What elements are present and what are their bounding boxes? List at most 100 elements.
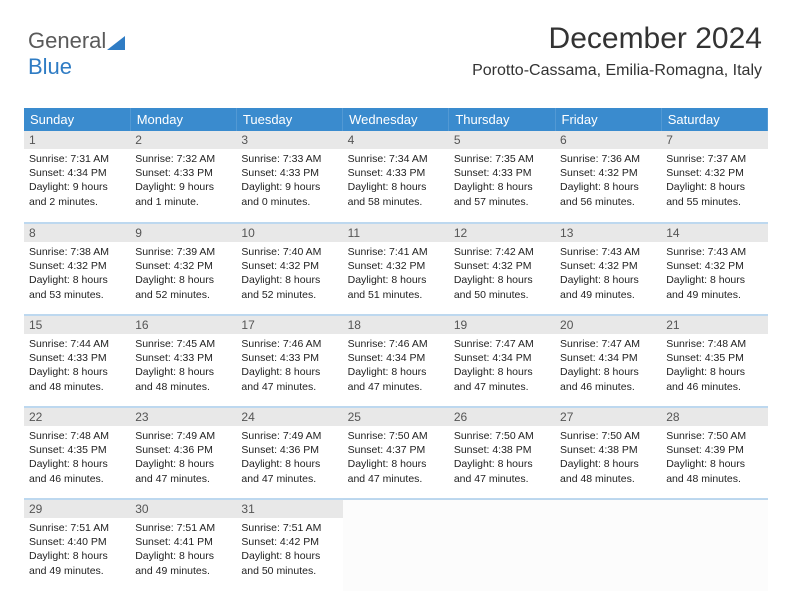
logo-word1: General [28, 28, 106, 53]
calendar-cell: 6Sunrise: 7:36 AMSunset: 4:32 PMDaylight… [555, 131, 661, 223]
weekday-header: Wednesday [343, 108, 449, 131]
calendar-cell: 29Sunrise: 7:51 AMSunset: 4:40 PMDayligh… [24, 499, 130, 591]
day-details: Sunrise: 7:34 AMSunset: 4:33 PMDaylight:… [343, 149, 449, 214]
calendar-cell: 1Sunrise: 7:31 AMSunset: 4:34 PMDaylight… [24, 131, 130, 223]
calendar-cell: 2Sunrise: 7:32 AMSunset: 4:33 PMDaylight… [130, 131, 236, 223]
day-number: 25 [343, 408, 449, 426]
day-details: Sunrise: 7:50 AMSunset: 4:38 PMDaylight:… [555, 426, 661, 491]
day-number: 28 [661, 408, 767, 426]
calendar-cell: .. [343, 499, 449, 591]
day-details: Sunrise: 7:49 AMSunset: 4:36 PMDaylight:… [130, 426, 236, 491]
calendar-cell: 3Sunrise: 7:33 AMSunset: 4:33 PMDaylight… [236, 131, 342, 223]
day-number: 17 [236, 316, 342, 334]
calendar-cell: 26Sunrise: 7:50 AMSunset: 4:38 PMDayligh… [449, 407, 555, 499]
day-details: Sunrise: 7:40 AMSunset: 4:32 PMDaylight:… [236, 242, 342, 307]
day-details: Sunrise: 7:46 AMSunset: 4:34 PMDaylight:… [343, 334, 449, 399]
calendar-cell: 27Sunrise: 7:50 AMSunset: 4:38 PMDayligh… [555, 407, 661, 499]
calendar-cell: 30Sunrise: 7:51 AMSunset: 4:41 PMDayligh… [130, 499, 236, 591]
day-number: 14 [661, 224, 767, 242]
calendar-cell: 8Sunrise: 7:38 AMSunset: 4:32 PMDaylight… [24, 223, 130, 315]
day-number: 2 [130, 131, 236, 149]
day-number: 10 [236, 224, 342, 242]
day-number: 15 [24, 316, 130, 334]
weekday-header: Sunday [24, 108, 130, 131]
day-details: Sunrise: 7:45 AMSunset: 4:33 PMDaylight:… [130, 334, 236, 399]
day-number: 13 [555, 224, 661, 242]
day-details: Sunrise: 7:37 AMSunset: 4:32 PMDaylight:… [661, 149, 767, 214]
day-number: 8 [24, 224, 130, 242]
day-number: 21 [661, 316, 767, 334]
calendar-cell: 28Sunrise: 7:50 AMSunset: 4:39 PMDayligh… [661, 407, 767, 499]
calendar-cell: 24Sunrise: 7:49 AMSunset: 4:36 PMDayligh… [236, 407, 342, 499]
calendar-row: 1Sunrise: 7:31 AMSunset: 4:34 PMDaylight… [24, 131, 768, 223]
calendar-table: SundayMondayTuesdayWednesdayThursdayFrid… [24, 108, 768, 591]
day-number: 18 [343, 316, 449, 334]
weekday-header: Tuesday [236, 108, 342, 131]
calendar-cell: 18Sunrise: 7:46 AMSunset: 4:34 PMDayligh… [343, 315, 449, 407]
calendar-cell: .. [661, 499, 767, 591]
logo-word2: Blue [28, 54, 72, 79]
day-number: 26 [449, 408, 555, 426]
calendar-row: 22Sunrise: 7:48 AMSunset: 4:35 PMDayligh… [24, 407, 768, 499]
day-number: 1 [24, 131, 130, 149]
day-number: 12 [449, 224, 555, 242]
day-number: 16 [130, 316, 236, 334]
calendar-cell: 4Sunrise: 7:34 AMSunset: 4:33 PMDaylight… [343, 131, 449, 223]
day-details: Sunrise: 7:48 AMSunset: 4:35 PMDaylight:… [661, 334, 767, 399]
day-number: 3 [236, 131, 342, 149]
day-details: Sunrise: 7:43 AMSunset: 4:32 PMDaylight:… [661, 242, 767, 307]
day-details: Sunrise: 7:50 AMSunset: 4:39 PMDaylight:… [661, 426, 767, 491]
header: December 2024 Porotto-Cassama, Emilia-Ro… [472, 22, 762, 80]
day-number: 24 [236, 408, 342, 426]
day-details: Sunrise: 7:44 AMSunset: 4:33 PMDaylight:… [24, 334, 130, 399]
day-details: Sunrise: 7:43 AMSunset: 4:32 PMDaylight:… [555, 242, 661, 307]
day-details: Sunrise: 7:48 AMSunset: 4:35 PMDaylight:… [24, 426, 130, 491]
day-details: Sunrise: 7:47 AMSunset: 4:34 PMDaylight:… [449, 334, 555, 399]
calendar-body: 1Sunrise: 7:31 AMSunset: 4:34 PMDaylight… [24, 131, 768, 591]
day-details: Sunrise: 7:39 AMSunset: 4:32 PMDaylight:… [130, 242, 236, 307]
day-details: Sunrise: 7:50 AMSunset: 4:37 PMDaylight:… [343, 426, 449, 491]
day-number: 7 [661, 131, 767, 149]
day-number: 4 [343, 131, 449, 149]
day-details: Sunrise: 7:33 AMSunset: 4:33 PMDaylight:… [236, 149, 342, 214]
weekday-header-row: SundayMondayTuesdayWednesdayThursdayFrid… [24, 108, 768, 131]
day-number: 11 [343, 224, 449, 242]
day-number: 5 [449, 131, 555, 149]
day-number: 27 [555, 408, 661, 426]
calendar-cell: 13Sunrise: 7:43 AMSunset: 4:32 PMDayligh… [555, 223, 661, 315]
calendar-cell: 31Sunrise: 7:51 AMSunset: 4:42 PMDayligh… [236, 499, 342, 591]
calendar-cell: 14Sunrise: 7:43 AMSunset: 4:32 PMDayligh… [661, 223, 767, 315]
day-details: Sunrise: 7:51 AMSunset: 4:41 PMDaylight:… [130, 518, 236, 583]
calendar-row: 15Sunrise: 7:44 AMSunset: 4:33 PMDayligh… [24, 315, 768, 407]
day-number: 30 [130, 500, 236, 518]
calendar-cell: 23Sunrise: 7:49 AMSunset: 4:36 PMDayligh… [130, 407, 236, 499]
logo: General Blue [28, 28, 125, 80]
logo-triangle-icon [107, 36, 125, 50]
calendar-cell: 5Sunrise: 7:35 AMSunset: 4:33 PMDaylight… [449, 131, 555, 223]
day-number: 23 [130, 408, 236, 426]
day-details: Sunrise: 7:51 AMSunset: 4:40 PMDaylight:… [24, 518, 130, 583]
calendar-cell: 15Sunrise: 7:44 AMSunset: 4:33 PMDayligh… [24, 315, 130, 407]
page-subtitle: Porotto-Cassama, Emilia-Romagna, Italy [472, 62, 762, 80]
calendar-cell: 25Sunrise: 7:50 AMSunset: 4:37 PMDayligh… [343, 407, 449, 499]
calendar-row: 29Sunrise: 7:51 AMSunset: 4:40 PMDayligh… [24, 499, 768, 591]
day-details: Sunrise: 7:42 AMSunset: 4:32 PMDaylight:… [449, 242, 555, 307]
calendar-cell: 17Sunrise: 7:46 AMSunset: 4:33 PMDayligh… [236, 315, 342, 407]
day-number: 22 [24, 408, 130, 426]
day-details: Sunrise: 7:50 AMSunset: 4:38 PMDaylight:… [449, 426, 555, 491]
day-details: Sunrise: 7:36 AMSunset: 4:32 PMDaylight:… [555, 149, 661, 214]
day-details: Sunrise: 7:35 AMSunset: 4:33 PMDaylight:… [449, 149, 555, 214]
calendar-cell: 7Sunrise: 7:37 AMSunset: 4:32 PMDaylight… [661, 131, 767, 223]
calendar-row: 8Sunrise: 7:38 AMSunset: 4:32 PMDaylight… [24, 223, 768, 315]
day-number: 6 [555, 131, 661, 149]
calendar-cell: 11Sunrise: 7:41 AMSunset: 4:32 PMDayligh… [343, 223, 449, 315]
day-number: 20 [555, 316, 661, 334]
calendar-cell: 20Sunrise: 7:47 AMSunset: 4:34 PMDayligh… [555, 315, 661, 407]
day-details: Sunrise: 7:31 AMSunset: 4:34 PMDaylight:… [24, 149, 130, 214]
calendar-cell: .. [449, 499, 555, 591]
day-details: Sunrise: 7:38 AMSunset: 4:32 PMDaylight:… [24, 242, 130, 307]
calendar-cell: 9Sunrise: 7:39 AMSunset: 4:32 PMDaylight… [130, 223, 236, 315]
day-details: Sunrise: 7:32 AMSunset: 4:33 PMDaylight:… [130, 149, 236, 214]
calendar-cell: 12Sunrise: 7:42 AMSunset: 4:32 PMDayligh… [449, 223, 555, 315]
calendar-cell: 21Sunrise: 7:48 AMSunset: 4:35 PMDayligh… [661, 315, 767, 407]
